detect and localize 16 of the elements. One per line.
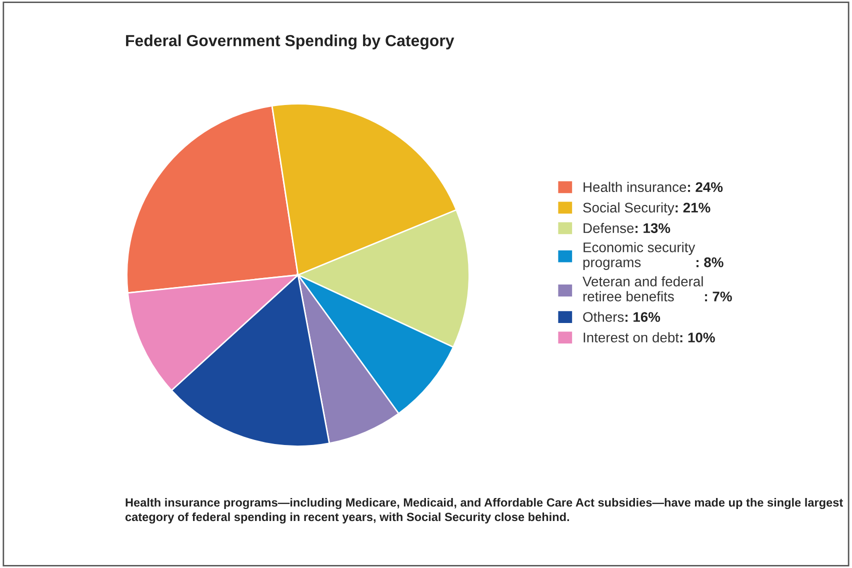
data-label: : 10% bbox=[680, 332, 715, 342]
data-label: : 24% bbox=[688, 182, 723, 192]
legend-label: Interest on debt bbox=[584, 332, 679, 342]
data-label: : 7% bbox=[705, 292, 732, 302]
data-label: : 8% bbox=[696, 257, 724, 268]
legend-label: Economic security programs bbox=[583, 242, 696, 270]
legend-label: Health insurance bbox=[584, 182, 686, 192]
chart-title: Federal Government Spending by Category bbox=[126, 34, 454, 50]
data-label: : 16% bbox=[626, 312, 660, 322]
legend-label: Veteran and federal retiree benefits bbox=[582, 276, 703, 302]
legend-label: Defense bbox=[584, 222, 634, 234]
legend-label: Social Security bbox=[583, 202, 674, 216]
data-label: : 13% bbox=[636, 223, 670, 234]
data-label: : 21% bbox=[676, 202, 710, 213]
text: Health insurance programs—including Medicare, Medicaid, and Affordable Care Act subsidies—have made up the single largest category of federal spending in recent years, with Social Security close behind. bbox=[125, 498, 843, 524]
legend-label: Others bbox=[583, 312, 624, 322]
